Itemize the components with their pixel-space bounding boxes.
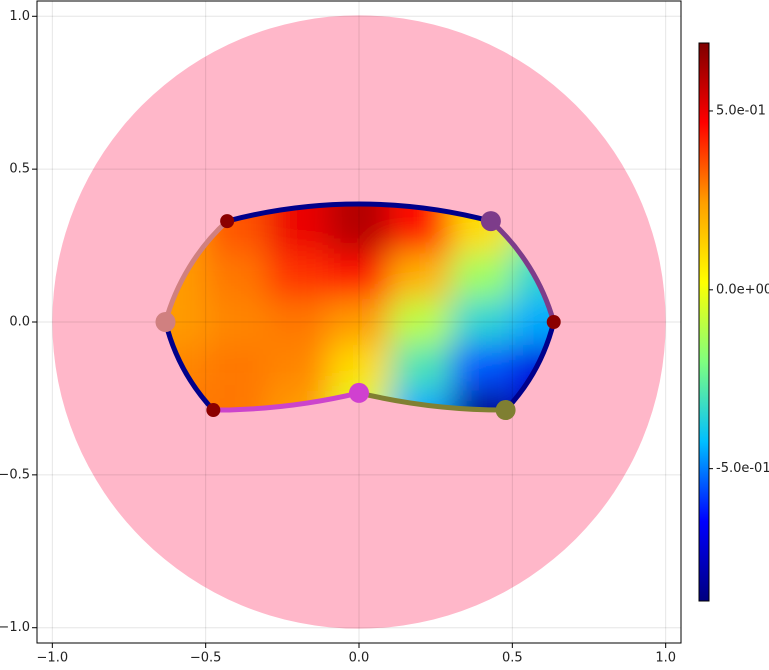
field-cell (205, 344, 267, 391)
vertex (206, 403, 221, 418)
x-tick-label: 1.0 (655, 651, 676, 666)
field-cell (389, 253, 451, 300)
x-tick-label: 0.5 (502, 651, 523, 666)
field-cell (205, 390, 267, 411)
y-tick-label: −1.0 (0, 620, 30, 635)
x-tick-label: −1.0 (37, 651, 69, 666)
y-tick-label: 1.0 (9, 9, 30, 24)
field-cell (328, 299, 390, 345)
field-cell (267, 253, 329, 300)
colorbar-tick-label: 5.0e-01 (716, 103, 766, 118)
vertex (546, 315, 561, 329)
edge (163, 219, 229, 323)
y-tick-label: −0.5 (0, 467, 30, 482)
field-cell (451, 299, 513, 345)
field-cell (267, 344, 329, 391)
edge (489, 219, 557, 323)
vertex (495, 400, 516, 421)
field-cell (389, 344, 451, 391)
vertex (155, 312, 176, 332)
field-cell (267, 299, 329, 345)
colorbar-tick-label: 0.0e+00 (716, 282, 769, 297)
plot-area (37, 1, 681, 643)
y-tick-label: 0.5 (9, 162, 30, 177)
field-cell (205, 253, 267, 300)
vertex (349, 382, 369, 403)
edge (213, 390, 360, 413)
field-cell (328, 203, 390, 254)
field-cell (389, 299, 451, 345)
field-cell (451, 253, 513, 300)
vertex (480, 211, 501, 232)
colorbar (698, 42, 710, 602)
colorbar-tick-label: -5.0e-01 (716, 461, 769, 476)
edge (358, 390, 506, 413)
field-cell (328, 253, 390, 300)
y-tick-label: 0.0 (9, 315, 30, 330)
edge (226, 201, 492, 224)
x-tick-label: 0.0 (349, 651, 370, 666)
field-cell (451, 344, 513, 391)
vertex (220, 214, 235, 229)
field-cell (205, 299, 267, 345)
x-tick-label: −0.5 (190, 651, 222, 666)
